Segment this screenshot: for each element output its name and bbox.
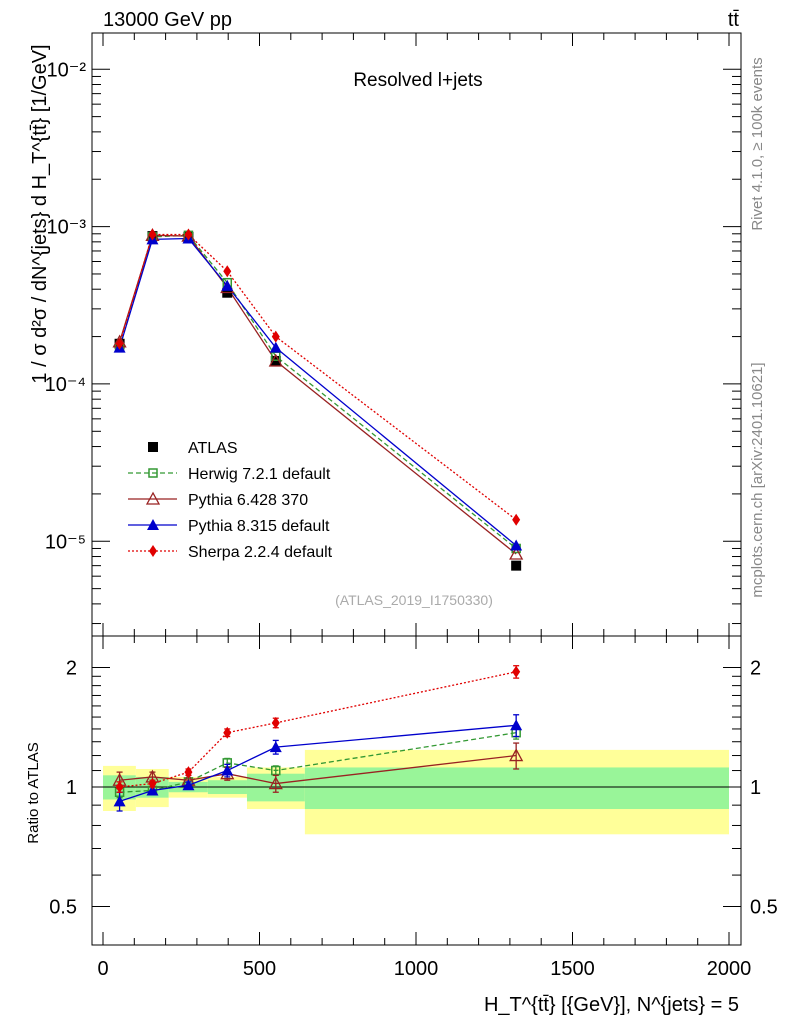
series-line [118, 233, 517, 521]
rivet-version-label: Rivet 4.1.0, ≥ 100k events [749, 57, 766, 230]
legend-marker [147, 519, 159, 530]
data-point [510, 539, 523, 551]
data-point [115, 337, 124, 350]
series-line [118, 237, 517, 547]
ratio-point [221, 764, 234, 776]
legend-label: Herwig 7.2.1 default [188, 466, 331, 483]
xtick-label: 500 [243, 958, 276, 980]
ratio-ytick-label: 0.5 [49, 897, 77, 919]
main-ytick-label: 10⁻³ [47, 217, 87, 239]
legend-marker [148, 468, 158, 478]
axis-ticks [92, 33, 741, 945]
main-ytick-label: 10⁻⁵ [45, 531, 86, 553]
ratio-line [119, 724, 517, 802]
main-ytick-labels: 10⁻⁵ 10⁻⁴ 10⁻³ 10⁻² [45, 59, 87, 553]
ratio-point [115, 780, 124, 793]
ratio-point [509, 748, 524, 762]
main-ytick-label: 10⁻² [47, 59, 87, 81]
ratio-point [113, 795, 126, 807]
series-line [118, 234, 517, 555]
ratio-line [119, 671, 517, 788]
series-line [118, 234, 517, 549]
legend-label: Pythia 6.428 370 [188, 492, 308, 509]
ratio-point [146, 784, 159, 796]
ratio-ytick-label: 1 [66, 777, 77, 799]
plot-title: Resolved l+jets [353, 70, 482, 91]
mcplots-label: mcplots.cern.ch [arXiv:2401.10621] [749, 362, 766, 597]
ratio-point [510, 719, 523, 731]
analysis-id: (ATLAS_2019_I1750330) [335, 592, 493, 608]
ratio-point [269, 741, 282, 753]
main-ytick-label: 10⁻⁴ [45, 374, 86, 396]
data-point [509, 546, 524, 560]
legend-marker [145, 491, 161, 505]
data-point [271, 330, 280, 343]
legend-marker [148, 442, 158, 452]
ratio-point [182, 779, 195, 791]
xtick-label: 1000 [394, 958, 439, 980]
ratio-series-layer [112, 665, 524, 812]
ratio-point [223, 726, 232, 739]
ratio-ytick-label-right: 2 [750, 657, 761, 679]
ratio-point [148, 777, 157, 790]
legend-label: Sherpa 2.2.4 default [188, 544, 333, 561]
ratio-ytick-label: 2 [66, 657, 77, 679]
main-series-layer [112, 227, 524, 571]
ratio-ytick-label-right: 1 [750, 777, 761, 799]
data-point-atlas [511, 560, 522, 571]
legend-marker [149, 545, 157, 557]
data-point [221, 279, 234, 291]
main-ylabel: 1 / σ d²σ / dN^{jets} d H_T^{tt̄} [1/GeV… [29, 44, 51, 383]
xtick-label: 2000 [707, 958, 752, 980]
legend: ATLAS Herwig 7.2.1 default Pythia 6.428 37… [128, 440, 333, 561]
ratio-line [119, 754, 517, 785]
data-point [269, 341, 282, 353]
legend-label: ATLAS [188, 440, 238, 457]
ratio-ytick-labels: 0.5 0.5 1 1 2 2 [49, 657, 778, 918]
data-point [223, 265, 232, 278]
ratio-line [119, 732, 517, 793]
xtick-label: 0 [97, 958, 108, 980]
process-label: tt̄ [728, 9, 740, 31]
ratio-ytick-label-right: 0.5 [750, 897, 778, 919]
energy-label: 13000 GeV pp [103, 9, 232, 31]
ratio-band-stat [304, 767, 729, 810]
data-point [268, 353, 283, 367]
ratio-point [271, 716, 280, 729]
ratio-uncertainty-bands [92, 749, 741, 835]
ratio-point [184, 766, 193, 779]
xaxis-label: H_T^{tt̄} [{GeV}], N^{jets} = 5 [484, 994, 739, 1016]
ratio-point [268, 776, 283, 790]
xtick-labels: 0 500 1000 1500 2000 [97, 958, 751, 980]
xtick-label: 1500 [550, 958, 595, 980]
data-point [512, 513, 521, 526]
legend-label: Pythia 8.315 default [188, 518, 330, 535]
ratio-point [512, 665, 521, 678]
data-point [184, 228, 193, 241]
ratio-point [271, 765, 281, 776]
ratio-ylabel: Ratio to ATLAS [25, 742, 42, 843]
data-point [148, 228, 157, 241]
